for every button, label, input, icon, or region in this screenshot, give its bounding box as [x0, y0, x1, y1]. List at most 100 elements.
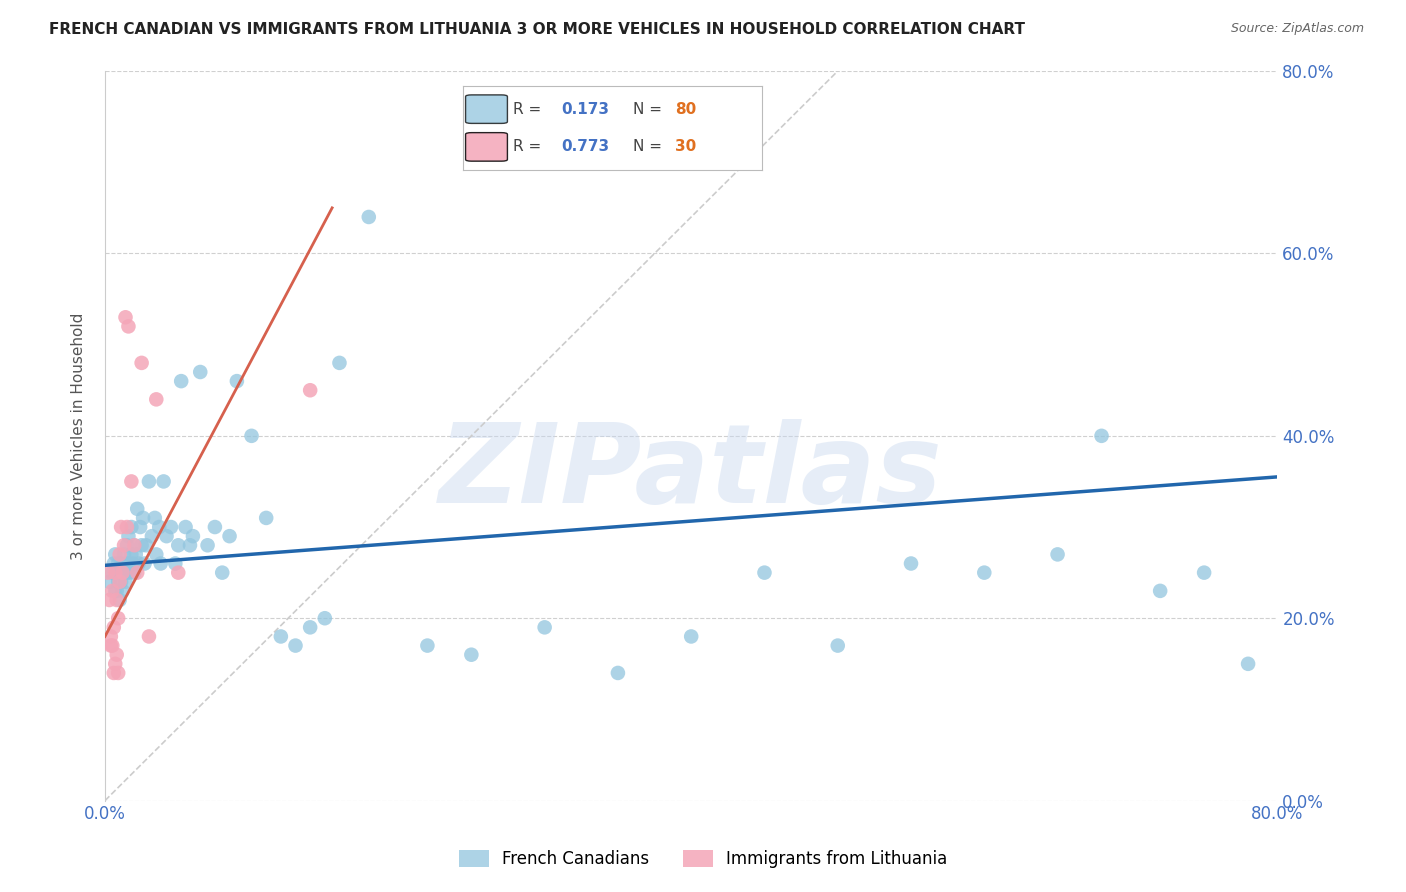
Point [112, 538, 135, 552]
Point [101, 566, 124, 580]
Point [170, 374, 193, 388]
Point [973, 566, 995, 580]
Legend: French Canadians, Immigrants from Lithuania: French Canadians, Immigrants from Lithua… [453, 843, 953, 875]
Point [1192, 566, 1215, 580]
Point [110, 520, 132, 534]
Point [111, 566, 134, 580]
Y-axis label: 3 or more Vehicles in Household: 3 or more Vehicles in Household [72, 312, 86, 559]
Point [1237, 657, 1260, 671]
Point [120, 520, 142, 534]
Point [167, 566, 190, 580]
Point [167, 538, 190, 552]
Point [101, 639, 124, 653]
Point [117, 529, 139, 543]
Point [179, 538, 201, 552]
Point [104, 583, 127, 598]
Point [188, 365, 211, 379]
Point [107, 611, 129, 625]
Point [114, 574, 136, 589]
Point [124, 566, 146, 580]
Point [115, 566, 138, 580]
Point [533, 620, 555, 634]
Point [111, 566, 134, 580]
Point [101, 583, 124, 598]
Point [138, 475, 160, 489]
Point [105, 593, 128, 607]
Point [105, 583, 128, 598]
Point [107, 557, 129, 571]
Point [129, 520, 152, 534]
Point [97, 566, 120, 580]
Point [143, 511, 166, 525]
Point [1149, 583, 1171, 598]
Point [460, 648, 482, 662]
Point [124, 538, 146, 552]
Point [125, 548, 148, 562]
Point [328, 356, 350, 370]
Point [104, 566, 127, 580]
Point [284, 639, 307, 653]
Point [100, 639, 122, 653]
Point [135, 538, 157, 552]
Point [114, 557, 136, 571]
Point [107, 574, 129, 589]
Point [155, 529, 177, 543]
Point [117, 557, 139, 571]
Point [754, 566, 776, 580]
Point [120, 548, 142, 562]
Point [124, 538, 146, 552]
Point [181, 529, 204, 543]
Point [134, 557, 156, 571]
Point [416, 639, 439, 653]
Point [160, 520, 183, 534]
Point [145, 548, 167, 562]
Point [827, 639, 849, 653]
Point [900, 557, 922, 571]
Point [108, 593, 131, 607]
Point [149, 557, 172, 571]
Point [141, 529, 163, 543]
Point [115, 538, 138, 552]
Point [681, 630, 703, 644]
Point [211, 566, 233, 580]
Point [108, 548, 131, 562]
Point [1046, 548, 1069, 562]
Point [105, 648, 128, 662]
Text: FRENCH CANADIAN VS IMMIGRANTS FROM LITHUANIA 3 OR MORE VEHICLES IN HOUSEHOLD COR: FRENCH CANADIAN VS IMMIGRANTS FROM LITHU… [49, 22, 1025, 37]
Point [357, 210, 380, 224]
Point [197, 538, 219, 552]
Point [606, 665, 628, 680]
Point [128, 557, 150, 571]
Point [110, 574, 132, 589]
Point [98, 593, 121, 607]
Text: Source: ZipAtlas.com: Source: ZipAtlas.com [1230, 22, 1364, 36]
Point [103, 620, 125, 634]
Point [112, 548, 135, 562]
Point [127, 566, 149, 580]
Point [108, 574, 131, 589]
Text: ZIPatlas: ZIPatlas [439, 419, 943, 525]
Point [107, 665, 129, 680]
Point [117, 319, 139, 334]
Point [204, 520, 226, 534]
Point [127, 501, 149, 516]
Point [118, 566, 141, 580]
Point [299, 620, 322, 634]
Point [138, 630, 160, 644]
Point [111, 583, 134, 598]
Point [131, 538, 153, 552]
Point [270, 630, 292, 644]
Point [225, 374, 247, 388]
Point [115, 520, 138, 534]
Point [314, 611, 336, 625]
Point [110, 557, 132, 571]
Point [165, 557, 187, 571]
Point [152, 475, 174, 489]
Point [104, 657, 127, 671]
Point [1090, 429, 1112, 443]
Point [254, 511, 277, 525]
Point [114, 310, 136, 325]
Point [218, 529, 240, 543]
Point [108, 566, 131, 580]
Point [100, 630, 122, 644]
